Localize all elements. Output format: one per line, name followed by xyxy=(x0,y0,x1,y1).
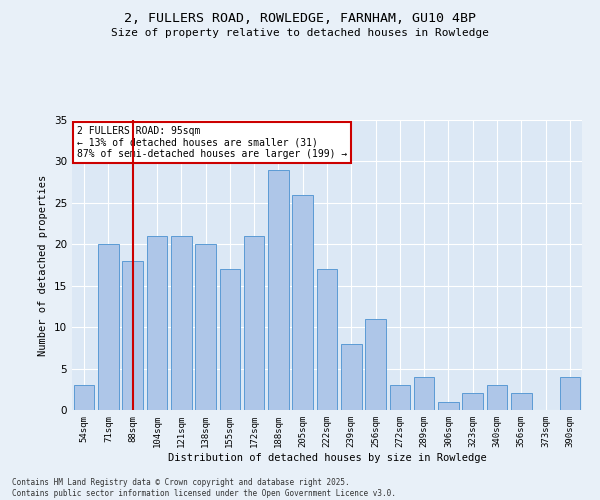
Text: 2 FULLERS ROAD: 95sqm
← 13% of detached houses are smaller (31)
87% of semi-deta: 2 FULLERS ROAD: 95sqm ← 13% of detached … xyxy=(77,126,347,159)
Bar xyxy=(244,236,265,410)
X-axis label: Distribution of detached houses by size in Rowledge: Distribution of detached houses by size … xyxy=(167,452,487,462)
Bar xyxy=(438,402,459,410)
Bar xyxy=(389,385,410,410)
Bar xyxy=(122,261,143,410)
Y-axis label: Number of detached properties: Number of detached properties xyxy=(38,174,49,356)
Bar xyxy=(511,394,532,410)
Bar xyxy=(74,385,94,410)
Text: Size of property relative to detached houses in Rowledge: Size of property relative to detached ho… xyxy=(111,28,489,38)
Bar xyxy=(171,236,191,410)
Bar xyxy=(414,377,434,410)
Bar xyxy=(365,319,386,410)
Text: Contains HM Land Registry data © Crown copyright and database right 2025.
Contai: Contains HM Land Registry data © Crown c… xyxy=(12,478,396,498)
Bar xyxy=(463,394,483,410)
Bar xyxy=(560,377,580,410)
Bar xyxy=(341,344,362,410)
Bar xyxy=(292,194,313,410)
Bar xyxy=(268,170,289,410)
Bar xyxy=(317,269,337,410)
Bar xyxy=(98,244,119,410)
Bar xyxy=(146,236,167,410)
Bar xyxy=(220,269,240,410)
Text: 2, FULLERS ROAD, ROWLEDGE, FARNHAM, GU10 4BP: 2, FULLERS ROAD, ROWLEDGE, FARNHAM, GU10… xyxy=(124,12,476,26)
Bar xyxy=(487,385,508,410)
Bar xyxy=(195,244,216,410)
